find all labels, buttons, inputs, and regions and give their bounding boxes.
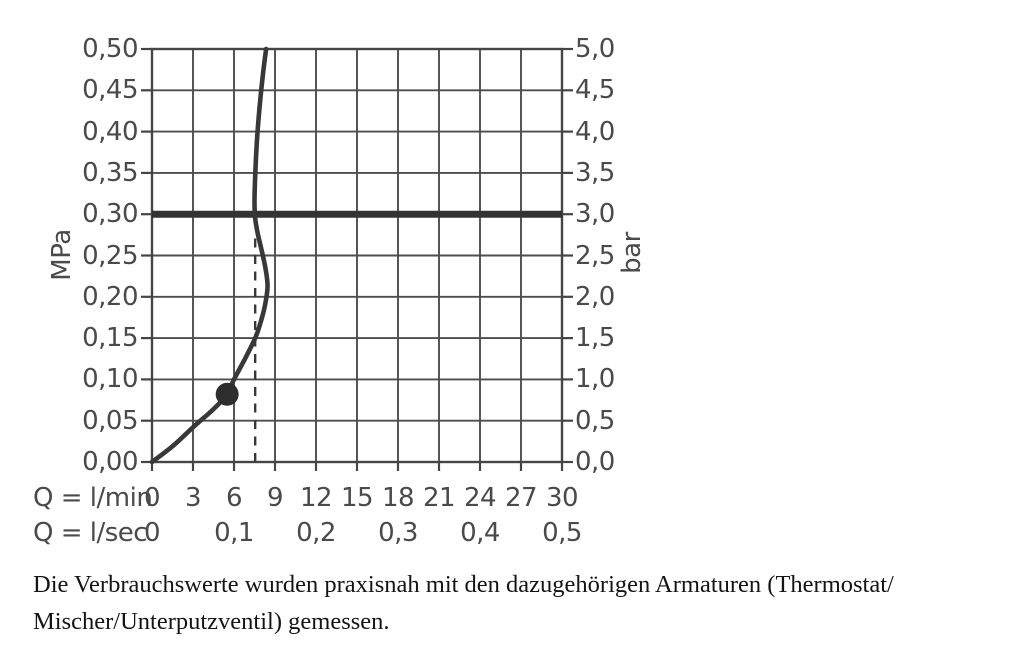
y-right-tick-label: 0,0 <box>575 447 615 477</box>
caption-line2: Mischer/Unterputzventil) gemessen. <box>33 608 390 635</box>
x-lmin-tick-label: 9 <box>266 483 284 513</box>
y-right-tick-label: 1,0 <box>575 364 615 395</box>
y-right-tick-label: 3,0 <box>575 199 615 230</box>
x-lmin-tick-label: 12 <box>299 483 333 513</box>
x-lsec-tick-label: 0,2 <box>296 518 336 548</box>
x-lsec-tick-label: 0,1 <box>214 518 254 548</box>
x-lmin-tick-label: 18 <box>381 483 415 513</box>
x-lmin-tick-label: 6 <box>225 483 243 513</box>
x-lsec-tick-label: 0 <box>143 518 161 548</box>
y-left-tick-label: 0,15 <box>82 323 138 354</box>
y-right-tick-label: 4,0 <box>575 116 615 147</box>
caption-line1: Die Verbrauchswerte wurden praxisnah mit… <box>33 571 894 598</box>
x-lmin-tick-label: 27 <box>504 483 538 513</box>
y-right-tick-label: 4,5 <box>575 75 615 106</box>
y-left-tick-label: 0,30 <box>82 199 138 230</box>
y-left-tick-label: 0,40 <box>82 116 138 147</box>
y-left-tick-label: 0,10 <box>82 364 138 395</box>
y-right-tick-label: 2,0 <box>575 281 615 312</box>
flow-curve <box>149 46 270 465</box>
x-lsec-tick-label: 0,5 <box>542 518 582 548</box>
x-lmin-tick-label: 0 <box>143 483 161 513</box>
y-left-tick-label: 0,35 <box>82 157 138 188</box>
flow-marker-dot <box>215 382 239 406</box>
x-lmin-tick-label: 15 <box>340 483 374 513</box>
x-axis-title-lmin: Q = l/min <box>33 483 153 513</box>
x-lmin-tick-label: 24 <box>463 483 497 513</box>
y-right-tick-label: 3,5 <box>575 157 615 188</box>
x-lmin-tick-label: 21 <box>422 483 456 513</box>
y-left-tick-label: 0,50 <box>82 34 138 64</box>
x-lsec-tick-label: 0,3 <box>378 518 418 548</box>
y-left-tick-label: 0,20 <box>82 281 138 312</box>
y-left-tick-label: 0,25 <box>82 240 138 271</box>
plot-border <box>150 47 564 464</box>
x-lmin-tick-label: 30 <box>545 483 579 513</box>
y-right-tick-label: 0,5 <box>575 405 615 436</box>
y-left-tick-label: 0,00 <box>82 447 138 477</box>
y-left-tick-label: 0,45 <box>82 75 138 106</box>
y-left-tick-label: 0,05 <box>82 405 138 436</box>
x-lmin-tick-label: 3 <box>184 483 202 513</box>
caption: Die Verbrauchswerte wurden praxisnah mit… <box>33 566 993 640</box>
y-right-tick-label: 1,5 <box>575 323 615 354</box>
x-lsec-tick-label: 0,4 <box>460 518 500 548</box>
y-right-tick-label: 5,0 <box>575 34 615 64</box>
x-axis-title-lsec: Q = l/sec <box>33 518 148 548</box>
y-right-tick-label: 2,5 <box>575 240 615 271</box>
